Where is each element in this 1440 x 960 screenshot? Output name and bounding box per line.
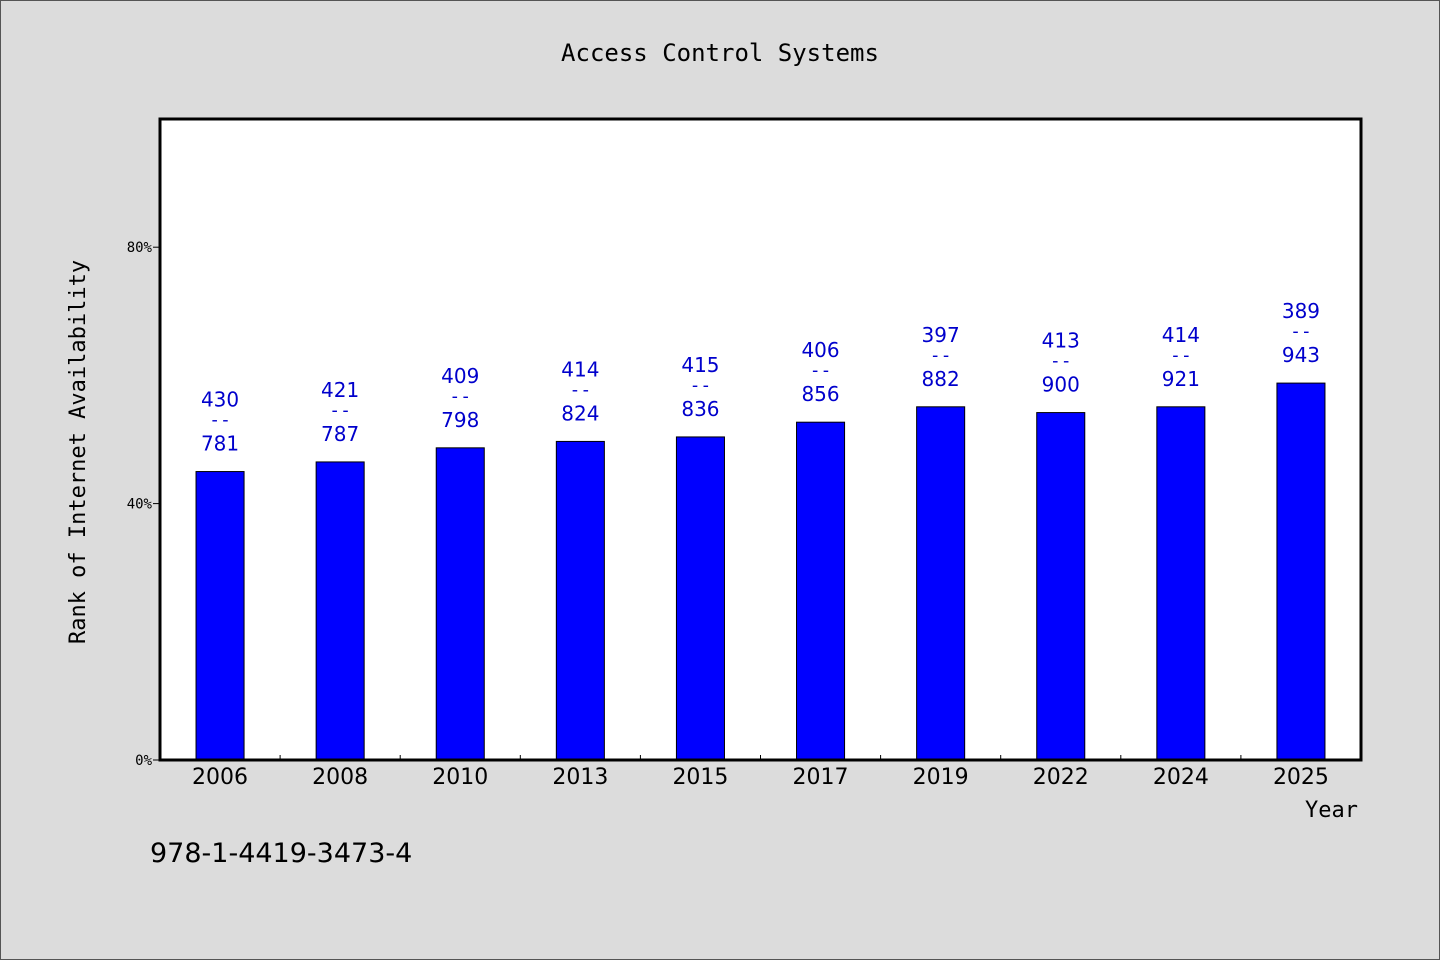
data-label-numerator-2022: 413 [1042, 329, 1080, 353]
data-label-numerator-2008: 421 [321, 378, 359, 402]
y-axis-label: Rank of Internet Availability [66, 260, 91, 644]
x-tick-label-2010: 2010 [432, 765, 488, 790]
bars-group [195, 382, 1326, 761]
x-tick-label-2008: 2008 [312, 765, 368, 790]
bar-2006 [195, 471, 245, 761]
bar-2010 [435, 447, 485, 761]
data-label-numerator-2017: 406 [801, 338, 839, 362]
data-label-denominator-2010: 798 [441, 408, 479, 432]
data-label-denominator-2024: 921 [1162, 367, 1200, 391]
x-tick-label-2025: 2025 [1273, 765, 1329, 790]
data-label-denominator-2022: 900 [1042, 373, 1080, 397]
data-label-separator-2024: -- [1170, 345, 1192, 366]
x-tick-label-2022: 2022 [1033, 765, 1089, 790]
data-label-numerator-2010: 409 [441, 364, 479, 388]
x-tick-label-2017: 2017 [793, 765, 849, 790]
data-label-numerator-2006: 430 [201, 388, 239, 412]
y-tick-label: 40% [127, 497, 153, 513]
data-label-separator-2019: -- [930, 345, 952, 366]
y-tick-label: 80% [127, 240, 153, 256]
data-label-denominator-2013: 824 [561, 401, 599, 425]
data-label-numerator-2015: 415 [681, 353, 719, 377]
data-label-separator-2010: -- [449, 386, 471, 407]
data-label-denominator-2019: 882 [922, 367, 960, 391]
x-axis: 2006 2008 2010 2013 2015 2017 2019 2022 2024 2025 [192, 755, 1329, 790]
data-label-separator-2017: -- [810, 360, 832, 381]
data-label-denominator-2017: 856 [801, 382, 839, 406]
data-label-denominator-2006: 781 [201, 432, 239, 456]
data-label-denominator-2015: 836 [681, 397, 719, 421]
data-label-numerator-2019: 397 [922, 323, 960, 347]
data-label-separator-2025: -- [1290, 321, 1312, 342]
bar-2019 [916, 406, 966, 761]
bar-2008 [315, 461, 365, 761]
x-tick-label-2013: 2013 [552, 765, 608, 790]
bar-2024 [1156, 406, 1206, 761]
data-label-separator-2013: -- [570, 379, 592, 400]
data-labels: 430--781421--787409--798414--824415--836… [201, 299, 1320, 455]
x-tick-label-2015: 2015 [672, 765, 728, 790]
bar-2017 [796, 421, 846, 761]
y-tick-label: 0% [135, 753, 152, 769]
data-label-separator-2015: -- [690, 375, 712, 396]
data-label-numerator-2024: 414 [1162, 323, 1200, 347]
bar-2022 [1036, 412, 1086, 761]
data-label-separator-2022: -- [1050, 351, 1072, 372]
data-label-separator-2006: -- [209, 410, 231, 431]
bar-2025 [1276, 382, 1326, 761]
isbn-footer: 978-1-4419-3473-4 [150, 838, 412, 869]
x-axis-label: Year [1305, 798, 1358, 823]
x-tick-label-2019: 2019 [913, 765, 969, 790]
data-label-denominator-2008: 787 [321, 422, 359, 446]
data-label-separator-2008: -- [329, 400, 351, 421]
bar-2013 [555, 440, 605, 761]
data-label-numerator-2025: 389 [1282, 299, 1320, 323]
x-tick-label-2006: 2006 [192, 765, 248, 790]
bar-2015 [675, 436, 725, 761]
data-label-numerator-2013: 414 [561, 357, 599, 381]
plot-border [158, 117, 1363, 762]
x-tick-label-2024: 2024 [1153, 765, 1209, 790]
data-label-denominator-2025: 943 [1282, 343, 1320, 367]
chart-title: Access Control Systems [561, 39, 879, 67]
y-axis: 0% 40% 80% [127, 240, 160, 769]
